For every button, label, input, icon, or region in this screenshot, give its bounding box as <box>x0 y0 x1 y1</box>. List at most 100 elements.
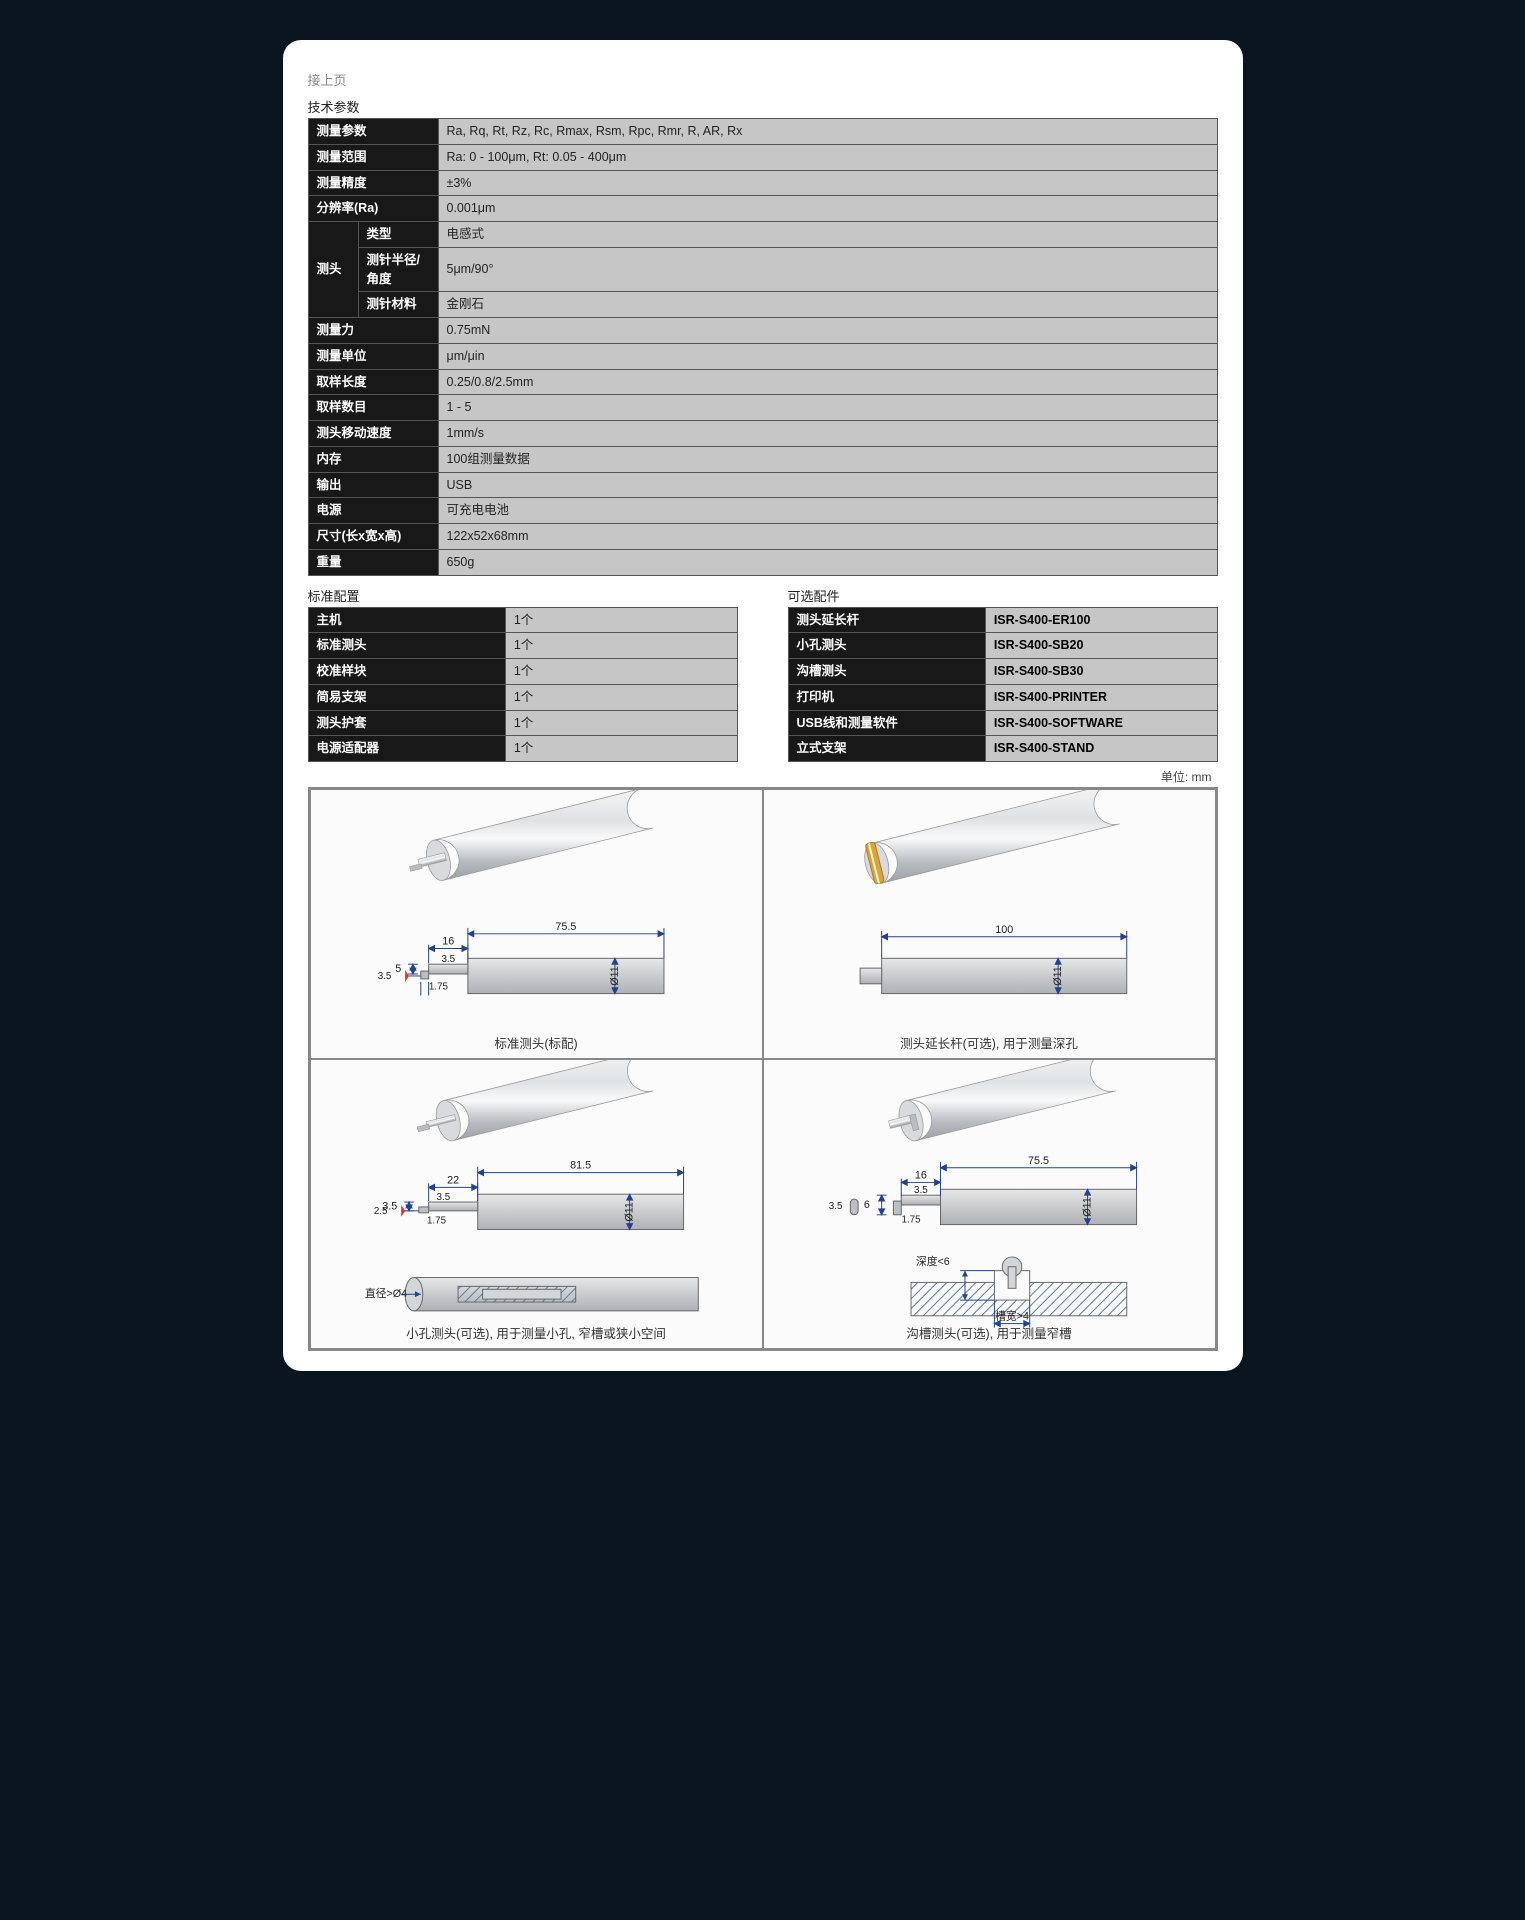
spec-sublabel: 类型 <box>358 222 438 248</box>
spec-label: 测量精度 <box>308 170 438 196</box>
spec-value: 可充电电池 <box>438 498 1217 524</box>
svg-text:5: 5 <box>395 963 401 975</box>
optional-value: ISR-S400-STAND <box>985 736 1217 762</box>
svg-text:Ø11: Ø11 <box>1081 1197 1093 1217</box>
svg-text:16: 16 <box>442 936 454 948</box>
spec-value: 0.75mN <box>438 318 1217 344</box>
unit-label: 单位: mm <box>308 768 1212 785</box>
std-config-value: 1个 <box>505 684 737 710</box>
spec-value: 金刚石 <box>438 292 1217 318</box>
spec-label: 尺寸(长x宽x高) <box>308 524 438 550</box>
spec-label: 内存 <box>308 446 438 472</box>
svg-text:1.75: 1.75 <box>901 1215 921 1226</box>
std-config-value: 1个 <box>505 710 737 736</box>
svg-text:2.5: 2.5 <box>373 1206 387 1217</box>
spec-label: 测量范围 <box>308 144 438 170</box>
std-config-table: 主机 1个标准测头 1个校准样块 1个简易支架 1个测头护套 1个电源适配器 1… <box>308 607 738 763</box>
svg-text:Ø11: Ø11 <box>623 1202 635 1222</box>
svg-text:3.5: 3.5 <box>377 971 391 982</box>
spec-value: μm/μin <box>438 343 1217 369</box>
spec-value: 650g <box>438 549 1217 575</box>
continued-label: 接上页 <box>308 70 1218 89</box>
std-config-value: 1个 <box>505 736 737 762</box>
optional-label: 沟槽测头 <box>788 659 985 685</box>
std-config-label: 校准样块 <box>308 659 505 685</box>
spec-value: 122x52x68mm <box>438 524 1217 550</box>
spec-sublabel: 测针半径/角度 <box>358 247 438 292</box>
svg-text:1.75: 1.75 <box>426 1216 446 1227</box>
optional-label: USB线和测量软件 <box>788 710 985 736</box>
config-two-up: 标准配置 主机 1个标准测头 1个校准样块 1个简易支架 1个测头护套 1个电源… <box>308 586 1218 763</box>
diagram-caption: 小孔测头(可选), 用于测量小孔, 窄槽或狭小空间 <box>311 1323 762 1342</box>
diagram-cell-4: 75.5 16 3.5 6 1.75 3.5 Ø11 深度<6 <box>763 1059 1216 1349</box>
svg-text:槽宽>4: 槽宽>4 <box>995 1310 1029 1323</box>
std-config-label: 测头护套 <box>308 710 505 736</box>
optional-value: ISR-S400-PRINTER <box>985 684 1217 710</box>
svg-text:Ø11: Ø11 <box>608 966 620 986</box>
std-config-value: 1个 <box>505 633 737 659</box>
svg-text:81.5: 81.5 <box>570 1160 591 1172</box>
spec-value: 0.001μm <box>438 196 1217 222</box>
diagram-cell-3: 81.5 223.5 3.51.752.5 Ø11 直径>Ø4 小孔测头(可选)… <box>310 1059 763 1349</box>
svg-text:100: 100 <box>995 924 1013 936</box>
optional-value: ISR-S400-SB20 <box>985 633 1217 659</box>
svg-text:3.5: 3.5 <box>436 1192 450 1203</box>
spec-label: 测头移动速度 <box>308 421 438 447</box>
spec-value: 1mm/s <box>438 421 1217 447</box>
std-config-value: 1个 <box>505 607 737 633</box>
optional-title: 可选配件 <box>788 586 1218 605</box>
spec-value: Ra, Rq, Rt, Rz, Rc, Rmax, Rsm, Rpc, Rmr,… <box>438 119 1217 145</box>
svg-text:3.5: 3.5 <box>441 954 455 965</box>
svg-text:6: 6 <box>863 1199 869 1211</box>
svg-text:深度<6: 深度<6 <box>915 1255 949 1268</box>
spec-label: 输出 <box>308 472 438 498</box>
optional-label: 立式支架 <box>788 736 985 762</box>
page-card: 接上页 技术参数 测量参数 Ra, Rq, Rt, Rz, Rc, Rmax, … <box>283 40 1243 1371</box>
optional-label: 小孔测头 <box>788 633 985 659</box>
svg-text:3.5: 3.5 <box>828 1201 842 1212</box>
spec-label: 取样数目 <box>308 395 438 421</box>
optional-label: 测头延长杆 <box>788 607 985 633</box>
spec-section-title: 技术参数 <box>308 97 1218 116</box>
optional-table: 测头延长杆 ISR-S400-ER100小孔测头 ISR-S400-SB20沟槽… <box>788 607 1218 763</box>
svg-text:1.75: 1.75 <box>428 982 448 993</box>
svg-text:3.5: 3.5 <box>914 1185 928 1196</box>
spec-label: 电源 <box>308 498 438 524</box>
svg-text:直径>Ø4: 直径>Ø4 <box>364 1287 406 1300</box>
std-config-value: 1个 <box>505 659 737 685</box>
spec-label: 分辨率(Ra) <box>308 196 438 222</box>
spec-sublabel: 测针材料 <box>358 292 438 318</box>
std-config-label: 电源适配器 <box>308 736 505 762</box>
std-config-label: 标准测头 <box>308 633 505 659</box>
diagram-grid: 75.5 16 3.5 5 1.75 3.5 Ø11 标准测头(标配) <box>308 787 1218 1351</box>
svg-text:22: 22 <box>447 1174 459 1186</box>
spec-value: 5μm/90° <box>438 247 1217 292</box>
diagram-cell-2: 100 Ø11 测头延长杆(可选), 用于测量深孔 <box>763 789 1216 1059</box>
spec-label: 重量 <box>308 549 438 575</box>
diagram-caption: 沟槽测头(可选), 用于测量窄槽 <box>764 1323 1215 1342</box>
std-config-label: 主机 <box>308 607 505 633</box>
svg-text:75.5: 75.5 <box>555 921 576 933</box>
spec-label: 测量单位 <box>308 343 438 369</box>
std-config-title: 标准配置 <box>308 586 738 605</box>
spec-table: 测量参数 Ra, Rq, Rt, Rz, Rc, Rmax, Rsm, Rpc,… <box>308 118 1218 576</box>
svg-text:75.5: 75.5 <box>1028 1155 1049 1167</box>
spec-value: Ra: 0 - 100μm, Rt: 0.05 - 400μm <box>438 144 1217 170</box>
spec-value: USB <box>438 472 1217 498</box>
spec-value: ±3% <box>438 170 1217 196</box>
diagram-caption: 标准测头(标配) <box>311 1033 762 1052</box>
spec-probe-label: 测头 <box>308 222 358 318</box>
spec-value: 100组测量数据 <box>438 446 1217 472</box>
std-config-label: 简易支架 <box>308 684 505 710</box>
optional-label: 打印机 <box>788 684 985 710</box>
svg-text:16: 16 <box>914 1170 926 1182</box>
spec-value: 1 - 5 <box>438 395 1217 421</box>
spec-label: 取样长度 <box>308 369 438 395</box>
spec-value: 电感式 <box>438 222 1217 248</box>
optional-value: ISR-S400-SOFTWARE <box>985 710 1217 736</box>
spec-label: 测量参数 <box>308 119 438 145</box>
diagram-cell-1: 75.5 16 3.5 5 1.75 3.5 Ø11 标准测头(标配) <box>310 789 763 1059</box>
diagram-caption: 测头延长杆(可选), 用于测量深孔 <box>764 1033 1215 1052</box>
optional-value: ISR-S400-SB30 <box>985 659 1217 685</box>
spec-value: 0.25/0.8/2.5mm <box>438 369 1217 395</box>
